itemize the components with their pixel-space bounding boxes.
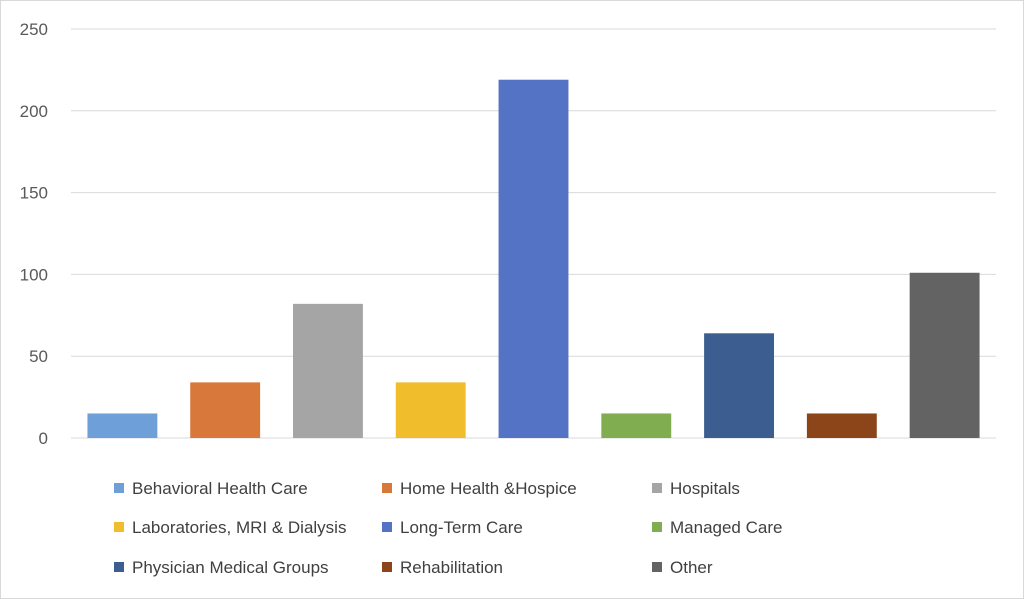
legend-label: Behavioral Health Care [132,479,308,498]
legend-item: Long-Term Care [382,518,523,537]
legend-label: Managed Care [670,518,782,537]
legend-item: Other [652,558,713,577]
bar-managed-care [601,413,672,438]
legend-item: Behavioral Health Care [114,479,308,498]
y-tick-label: 100 [20,265,48,284]
legend-item: Home Health &Hospice [382,479,577,498]
y-tick-label: 200 [20,102,48,121]
legend-label: Hospitals [670,479,740,498]
legend-swatch [114,483,124,493]
legend-item: Hospitals [652,479,740,498]
legend-swatch [652,522,662,532]
legend-swatch [114,522,124,532]
legend: Behavioral Health Care Home Health &Hospi… [114,479,782,577]
legend-swatch [382,562,392,572]
bar-other [909,272,980,438]
y-axis: 0 50 100 150 200 250 [20,20,48,448]
bar-laboratories-mri-dialysis [395,382,466,438]
y-tick-label: 150 [20,184,48,203]
bar-rehabilitation [806,413,877,438]
legend-swatch [382,522,392,532]
bar-home-health-hospice [190,382,261,438]
legend-swatch [114,562,124,572]
bar-behavioral-health-care [87,413,158,438]
legend-item: Physician Medical Groups [114,558,329,577]
y-tick-label: 0 [39,429,48,448]
y-tick-label: 50 [29,347,48,366]
legend-label: Laboratories, MRI & Dialysis [132,518,346,537]
bars [87,79,980,438]
legend-swatch [382,483,392,493]
legend-label: Home Health &Hospice [400,479,577,498]
bar-physician-medical-groups [704,333,774,438]
legend-item: Managed Care [652,518,782,537]
legend-label: Physician Medical Groups [132,558,329,577]
bar-long-term-care [498,79,569,438]
bar-hospitals [293,303,363,438]
legend-swatch [652,562,662,572]
y-tick-label: 250 [20,20,48,39]
legend-label: Rehabilitation [400,558,503,577]
legend-label: Other [670,558,713,577]
legend-item: Laboratories, MRI & Dialysis [114,518,346,537]
legend-swatch [652,483,662,493]
legend-item: Rehabilitation [382,558,503,577]
legend-label: Long-Term Care [400,518,523,537]
